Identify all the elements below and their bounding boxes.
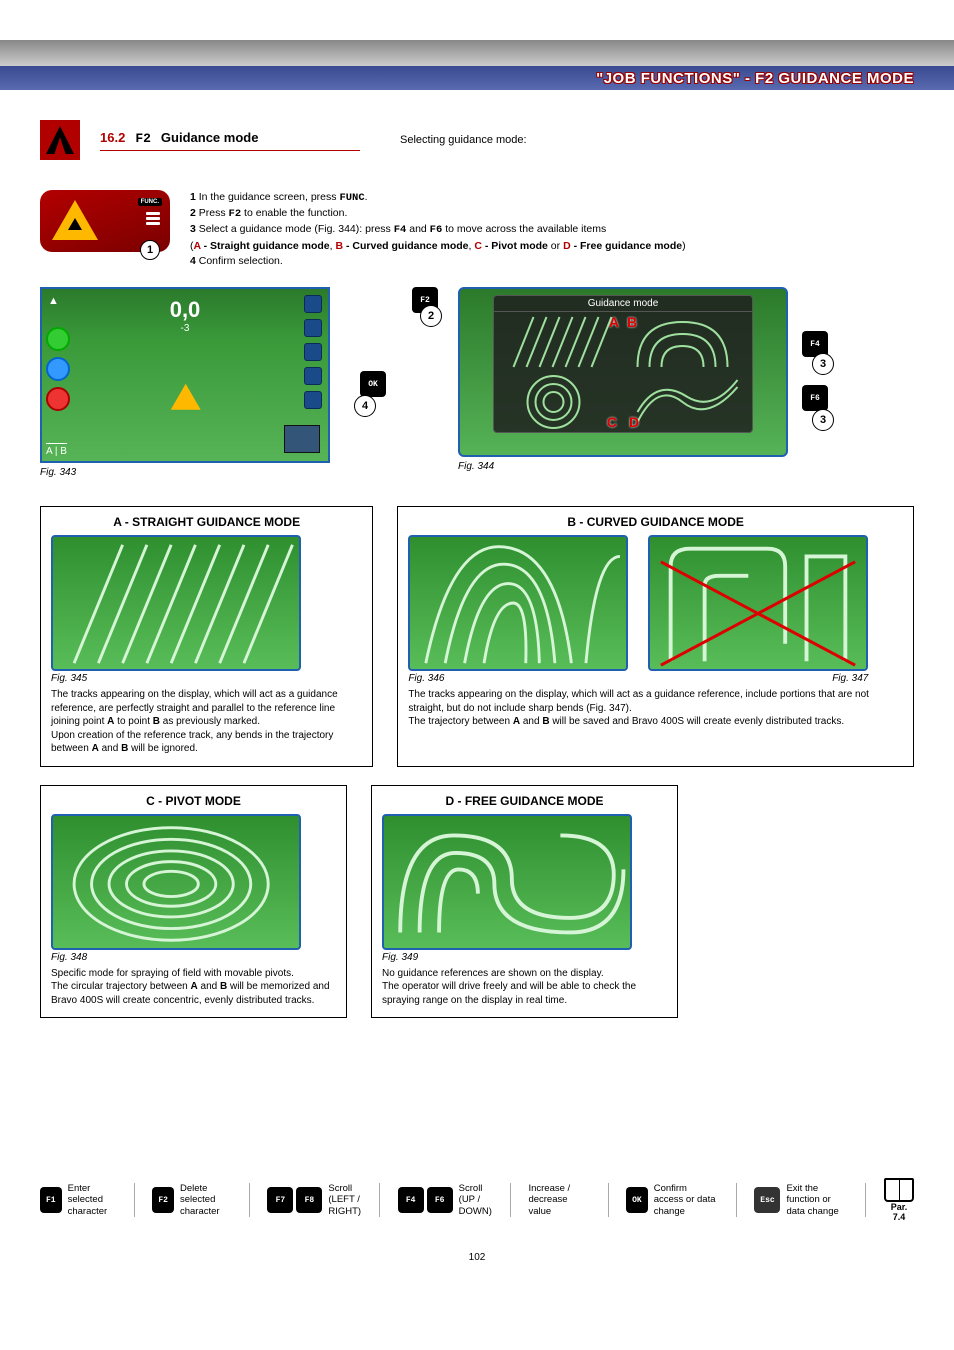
header-title: "JOB FUNCTIONS" - F2 GUIDANCE MODE (596, 70, 914, 87)
fig-344: Guidance mode A B C (458, 287, 788, 457)
heading-sub: -3 (181, 323, 190, 334)
warning-badge: FUNC. 1 (40, 190, 170, 252)
mode-a-box: A - STRAIGHT GUIDANCE MODE Fig. 345 The … (40, 506, 373, 767)
mode-d-fig: Fig. 349 (382, 952, 667, 963)
key-f2-icon: F2 (152, 1187, 174, 1213)
dot-red-icon (46, 387, 70, 411)
mode-c-p2: The circular trajectory between A and B … (51, 980, 336, 1007)
right-buttons (304, 295, 322, 409)
guidance-dialog: Guidance mode A B C (493, 295, 753, 433)
mode-b-p1: The tracks appearing on the display, whi… (408, 688, 903, 715)
callout-3b: 3 (812, 409, 834, 431)
mode-a-title: A - STRAIGHT GUIDANCE MODE (51, 515, 362, 529)
figures-row: 0,0 -3 ▲ A | B Fig. 343 F2 2 OK 4 Gui (40, 287, 914, 478)
fig-344-caption: Fig. 344 (458, 461, 788, 472)
top-gradient-bar (0, 40, 954, 66)
section-key: F2 (135, 131, 151, 146)
section-subtitle: Selecting guidance mode: (400, 134, 527, 146)
book-icon (884, 1178, 914, 1202)
fk-incdec: Increase / decrease value (528, 1183, 589, 1217)
callout-1: 1 (140, 240, 160, 260)
warning-triangle-icon (52, 200, 98, 240)
key-f1-icon: F1 (40, 1187, 62, 1213)
mode-d-title: D - FREE GUIDANCE MODE (382, 794, 667, 808)
mode-a-p1: The tracks appearing on the display, whi… (51, 688, 362, 729)
fig-343-caption: Fig. 343 (40, 467, 330, 478)
intro-row: FUNC. 1 1 In the guidance screen, press … (40, 190, 914, 269)
footer-keys: F1 Enter selected character F2 Delete se… (40, 1178, 914, 1222)
fk-f46: F4F6 Scroll (UP / DOWN) (398, 1183, 492, 1217)
fig-343: 0,0 -3 ▲ A | B (40, 287, 330, 463)
mode-c-title: C - PIVOT MODE (51, 794, 336, 808)
par-ref: Par. 7.4 (884, 1178, 914, 1222)
minimap-icon (284, 425, 320, 453)
callout-2: 2 (420, 305, 442, 327)
intro-text: 1 In the guidance screen, press FUNC. 2 … (190, 190, 686, 269)
callout-3a: 3 (812, 353, 834, 375)
menu-lines-icon (146, 212, 160, 225)
mode-b-fig1: Fig. 346 (408, 673, 628, 684)
quad-b: B (623, 312, 752, 372)
mode-a-fig: Fig. 345 (51, 673, 362, 684)
mode-c-box: C - PIVOT MODE Fig. 348 Specific mode fo… (40, 785, 347, 1019)
mode-d-box: D - FREE GUIDANCE MODE Fig. 349 No guida… (371, 785, 678, 1019)
separator (134, 1183, 135, 1217)
key-f6: F6 (802, 385, 828, 411)
heading-value: 0,0 (170, 297, 201, 323)
func-label: FUNC. (138, 198, 162, 206)
fk-f78: F7F8 Scroll (LEFT / RIGHT) (267, 1183, 361, 1217)
red-cross-icon (648, 535, 868, 688)
section-title: Guidance mode (161, 130, 259, 145)
mode-d-thumb (382, 814, 632, 950)
page-number: 102 (40, 1252, 914, 1263)
mode-a-p2: Upon creation of the reference track, an… (51, 729, 362, 756)
dot-blue-icon (46, 357, 70, 381)
mode-c-fig: Fig. 348 (51, 952, 336, 963)
mode-b-title: B - CURVED GUIDANCE MODE (408, 515, 903, 529)
mode-b-thumb1 (408, 535, 628, 671)
fk-esc: Esc Exit the function or data change (754, 1183, 847, 1217)
fig-343-wrap: 0,0 -3 ▲ A | B Fig. 343 (40, 287, 330, 478)
quad-c: C (494, 372, 623, 432)
dialog-title: Guidance mode (494, 296, 752, 312)
up-arrow-icon: ▲ (48, 295, 59, 307)
key-ok: OK (360, 371, 386, 397)
mode-d-p1: No guidance references are shown on the … (382, 967, 667, 981)
mode-a-thumb (51, 535, 301, 671)
section-number: 16.2 (100, 130, 125, 145)
mode-d-p2: The operator will drive freely and will … (382, 980, 667, 1007)
callout-4: 4 (354, 395, 376, 417)
key-ok-icon: OK (626, 1187, 648, 1213)
section-icon (40, 120, 80, 160)
key-esc-icon: Esc (754, 1187, 780, 1213)
fk-f2: F2 Delete selected character (152, 1183, 230, 1217)
header-bar: "JOB FUNCTIONS" - F2 GUIDANCE MODE (0, 66, 954, 90)
fk-f1: F1 Enter selected character (40, 1183, 116, 1217)
section-header: 16.2 F2 Guidance mode Selecting guidance… (40, 120, 914, 160)
mode-b-p2: The trajectory between A and B will be s… (408, 715, 903, 729)
mode-b-box: B - CURVED GUIDANCE MODE Fig. 346 (397, 506, 914, 767)
quad-d: D (623, 372, 752, 432)
ab-label: A | B (46, 443, 67, 457)
dot-green-icon (46, 327, 70, 351)
mode-c-p1: Specific mode for spraying of field with… (51, 967, 336, 981)
mode-boxes-row1: A - STRAIGHT GUIDANCE MODE Fig. 345 The … (40, 506, 914, 767)
quad-a: A (494, 312, 623, 372)
fig-344-wrap: Guidance mode A B C (458, 287, 788, 478)
mode-c-thumb (51, 814, 301, 950)
fk-ok: OK Confirm access or data change (626, 1183, 718, 1217)
center-warning-icon (171, 384, 201, 410)
left-indicators (46, 327, 70, 411)
mode-boxes-row2: C - PIVOT MODE Fig. 348 Specific mode fo… (40, 785, 678, 1019)
